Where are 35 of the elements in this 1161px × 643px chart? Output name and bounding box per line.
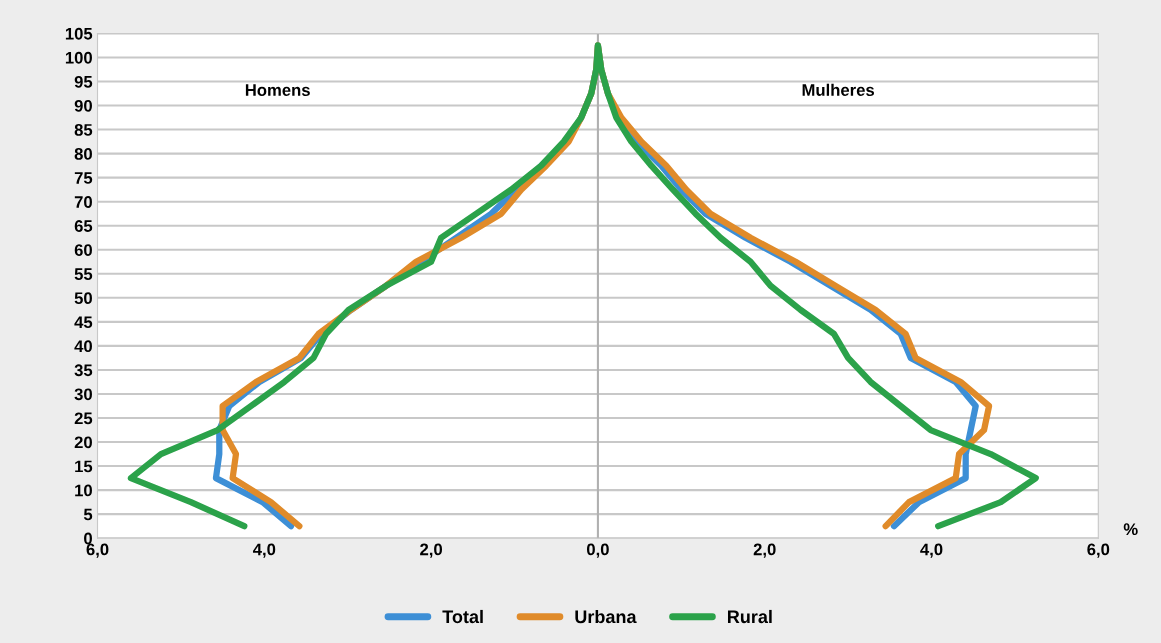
y-tick-label: 90 (74, 99, 92, 112)
y-tick-label: 5 (83, 508, 93, 521)
y-tick-label: 85 (74, 123, 93, 136)
annotation: Mulheres (802, 83, 875, 96)
legend-label: Total (442, 609, 483, 624)
y-tick-label: 75 (74, 172, 93, 184)
y-tick-label: 35 (74, 364, 93, 377)
y-tick-label: 80 (74, 148, 92, 160)
y-tick-label: 10 (75, 484, 92, 497)
y-tick-label: 70 (74, 196, 92, 208)
x-tick-label: 4,0 (920, 543, 943, 558)
legend-label: Urbana (575, 609, 637, 624)
x-tick-label: 2,0 (420, 543, 443, 558)
y-tick-label: 55 (74, 268, 93, 280)
y-tick-label: 45 (74, 316, 93, 329)
annotation: Homens (245, 84, 310, 96)
y-tick-label: 25 (74, 412, 93, 425)
y-tick-label: 30 (74, 388, 92, 401)
y-tick-label: 105 (65, 27, 93, 40)
y-tick-label: 100 (65, 51, 92, 64)
x-tick-label: 0,0 (586, 543, 609, 558)
y-tick-label: 40 (74, 340, 92, 353)
x-tick-label: 6,0 (1087, 543, 1110, 558)
y-tick-label: 20 (74, 436, 92, 449)
y-tick-label: 0 (84, 532, 92, 545)
legend-label: Rural (727, 609, 772, 624)
x-tick-label: 4,0 (252, 543, 276, 558)
x-tick-label: 2,0 (753, 543, 776, 558)
y-tick-label: 50 (74, 292, 92, 305)
text: % (1123, 523, 1138, 536)
y-tick-label: 15 (75, 460, 93, 473)
x-tick-label: 6,0 (86, 543, 109, 558)
y-tick-label: 60 (74, 244, 92, 256)
y-tick-label: 65 (74, 220, 93, 232)
y-tick-label: 95 (74, 75, 93, 88)
